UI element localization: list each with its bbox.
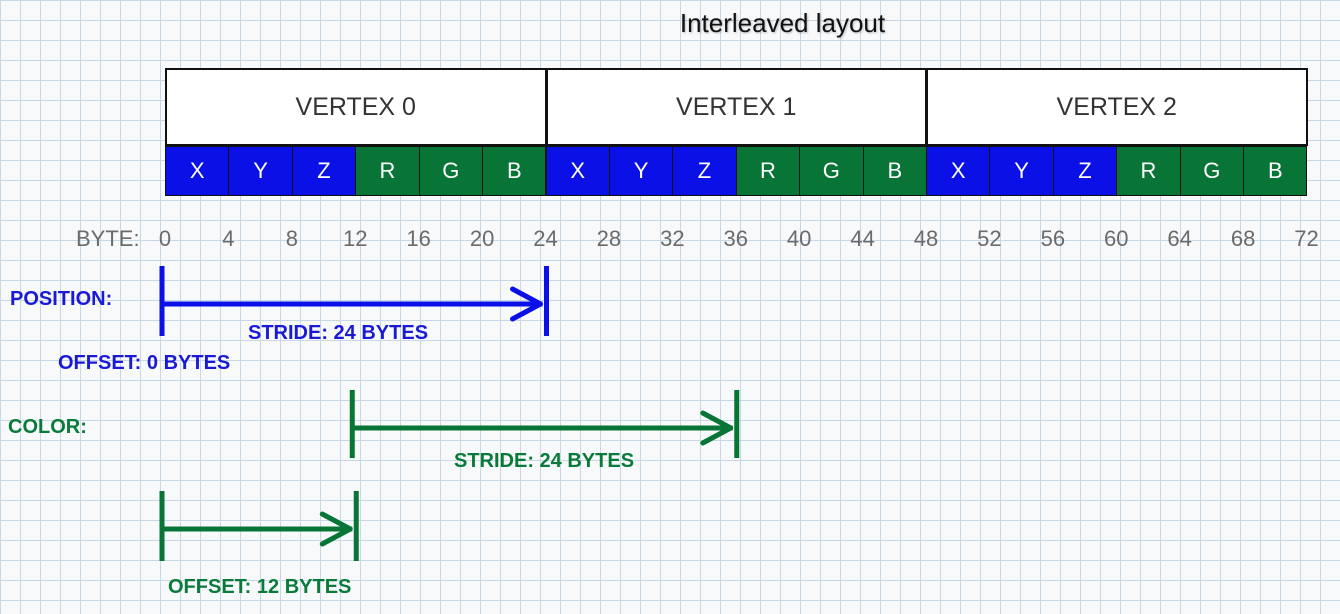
byte-tick: 12: [343, 226, 368, 251]
vertex-2-component-z: Z: [1052, 146, 1118, 196]
vertex-1-component-g: G: [799, 146, 864, 196]
byte-tick: 40: [786, 226, 812, 251]
color-offset-arrow-head: [319, 511, 353, 547]
diagram-title: Interleaved layout: [679, 8, 886, 38]
byte-tick: 56: [1040, 226, 1066, 251]
vertex-2-component-g: G: [1179, 146, 1245, 196]
vertex-0-component-r: R: [355, 146, 420, 196]
position-stride-label: STRIDE: 24 BYTES: [248, 322, 429, 344]
byte-tick: 28: [596, 226, 622, 251]
byte-tick: 52: [977, 226, 1002, 251]
vertex-2-component-y: Y: [989, 146, 1054, 196]
byte-tick: 20: [469, 226, 495, 251]
byte-axis-label: BYTE:: [76, 226, 140, 251]
byte-tick: 4: [222, 226, 235, 251]
byte-tick: 72: [1294, 226, 1319, 251]
vertex-0-component-g: G: [418, 146, 484, 196]
vertex-0-component-b: B: [482, 146, 547, 196]
vertex-0-header: VERTEX 0: [165, 68, 547, 146]
color-stride-arrow-head: [700, 410, 734, 446]
byte-tick: 24: [533, 226, 558, 251]
color-label: COLOR:: [8, 416, 87, 438]
vertex-0-component-z: Z: [291, 146, 357, 196]
vertex-1-component-y: Y: [608, 146, 674, 196]
position-offset-label: OFFSET: 0 BYTES: [58, 352, 231, 374]
vertex-1-component-x: X: [545, 146, 610, 196]
byte-tick: 64: [1167, 226, 1192, 251]
vertex-2-header: VERTEX 2: [926, 68, 1308, 146]
vertex-2-component-b: B: [1243, 146, 1308, 196]
position-stride-arrow-head: [510, 286, 543, 322]
byte-tick: 16: [406, 226, 431, 251]
vertex-1-component-r: R: [735, 146, 801, 196]
vertex-0-component-y: Y: [228, 146, 293, 196]
position-label: POSITION:: [10, 288, 113, 310]
color-offset-label: OFFSET: 12 BYTES: [168, 576, 352, 598]
byte-tick: 32: [660, 226, 685, 251]
color-stride-label: STRIDE: 24 BYTES: [454, 450, 635, 472]
byte-tick: 0: [158, 226, 172, 251]
byte-tick: 44: [850, 226, 875, 251]
vertex-1-component-z: Z: [672, 146, 737, 196]
byte-tick: 36: [723, 226, 748, 251]
byte-tick: 68: [1230, 226, 1256, 251]
byte-tick: 60: [1104, 226, 1129, 251]
byte-tick: 8: [285, 226, 298, 251]
byte-tick: 48: [913, 226, 939, 251]
vertex-1-component-b: B: [862, 146, 927, 196]
vertex-0-component-x: X: [165, 146, 230, 196]
